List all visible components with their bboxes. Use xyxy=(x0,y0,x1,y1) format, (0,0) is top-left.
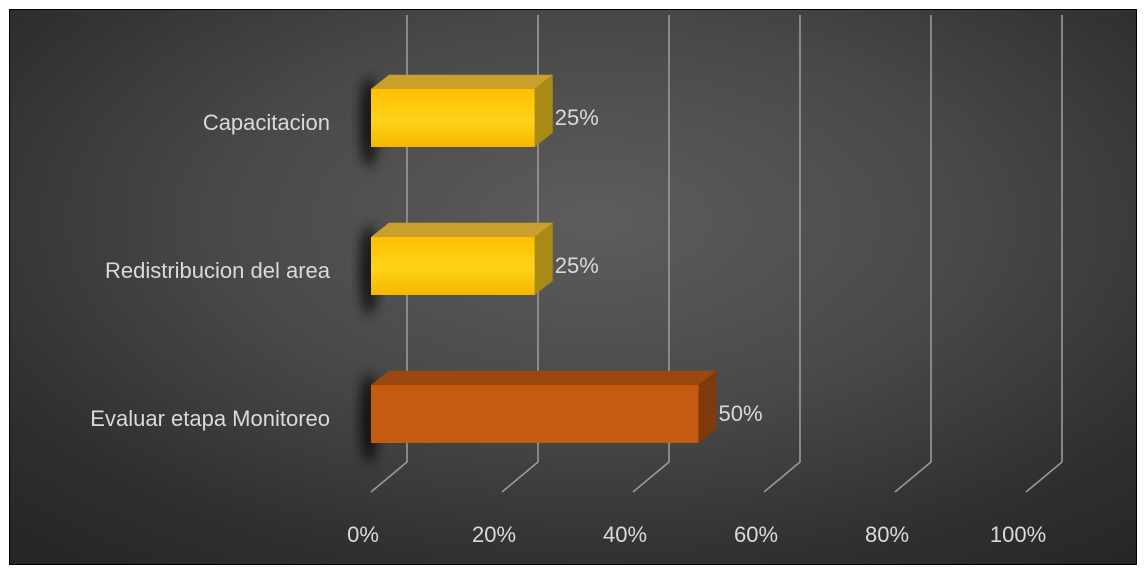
bars xyxy=(360,74,717,463)
category-label: Evaluar etapa Monitoreo xyxy=(90,406,330,431)
data-label: 50% xyxy=(719,401,763,426)
bar-redistribucion-del-area xyxy=(360,222,553,315)
x-tick-label: 0% xyxy=(347,522,379,547)
bar-evaluar-etapa-monitoreo xyxy=(360,370,717,463)
data-label: 25% xyxy=(555,105,599,130)
gridline xyxy=(501,15,539,493)
x-tick-label: 80% xyxy=(865,522,909,547)
gridline xyxy=(1025,15,1063,493)
gridline xyxy=(632,15,670,493)
gridline xyxy=(763,15,801,493)
bar-chart: 0% 20% 40% 60% 80% 100% 50% Evaluar etapa Monit… xyxy=(90,15,1063,547)
gridline xyxy=(370,15,408,493)
category-label: Capacitacion xyxy=(203,110,330,135)
gridline xyxy=(894,15,932,493)
bar-capacitacion xyxy=(360,74,553,167)
data-label: 25% xyxy=(555,253,599,278)
x-tick-label: 20% xyxy=(472,522,516,547)
x-tick-label: 60% xyxy=(734,522,778,547)
gridlines xyxy=(370,15,1063,493)
x-tick-label: 100% xyxy=(990,522,1046,547)
category-label: Redistribucion del area xyxy=(105,258,331,283)
chart-area: 0% 20% 40% 60% 80% 100% 50% Evaluar etapa Monit… xyxy=(9,9,1137,565)
x-tick-label: 40% xyxy=(603,522,647,547)
labels: 0% 20% 40% 60% 80% 100% 50% Evaluar etapa Monit… xyxy=(90,105,1046,547)
